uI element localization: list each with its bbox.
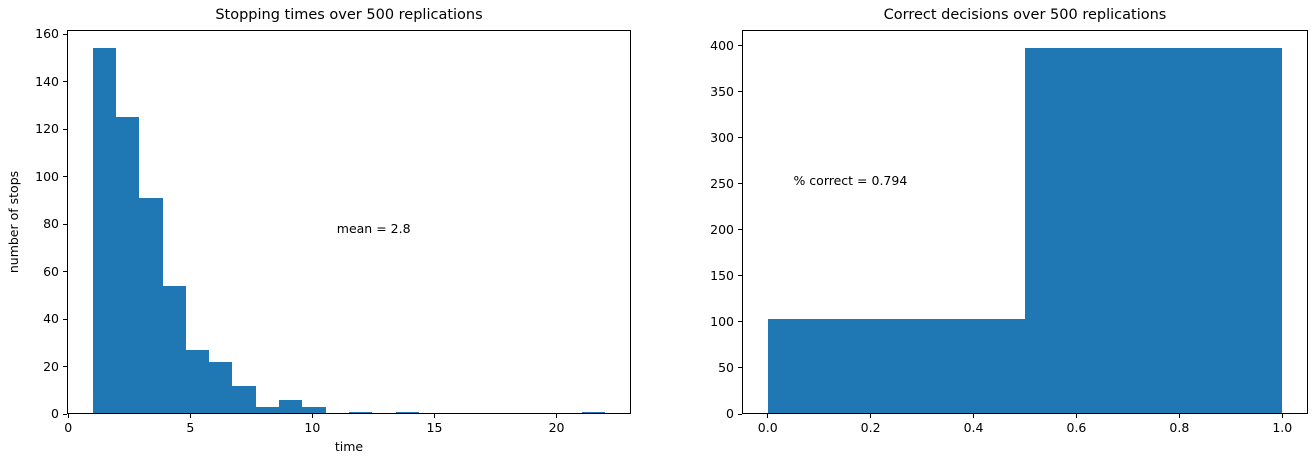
y-tick-mark <box>63 81 67 83</box>
y-tick-mark <box>63 366 67 367</box>
y-tick-label: 0 <box>726 405 734 421</box>
x-tick-mark <box>1281 414 1283 418</box>
axes-spine-right <box>630 30 631 414</box>
y-tick-label: 100 <box>35 168 59 184</box>
x-tick-mark <box>556 414 558 418</box>
y-tick-mark <box>63 413 67 415</box>
percent-correct-annotation: % correct = 0.794 <box>793 172 908 188</box>
x-axis-label: time <box>334 439 364 454</box>
histogram-bar <box>767 319 1025 414</box>
x-tick-label: 15 <box>426 420 443 435</box>
chart-title: Stopping times over 500 replications <box>215 7 483 23</box>
axes-spine-right <box>1307 30 1308 414</box>
chart-title: Correct decisions over 500 replications <box>883 7 1167 23</box>
histogram-bar <box>185 349 210 414</box>
y-tick-mark <box>63 271 67 272</box>
x-tick-label: 10 <box>304 420 321 435</box>
x-tick-mark <box>1178 414 1180 418</box>
y-tick-label: 20 <box>43 358 59 374</box>
y-tick-label: 120 <box>35 120 59 136</box>
x-tick-label: 0.2 <box>860 420 881 435</box>
histogram-bar <box>139 197 163 414</box>
y-tick-mark <box>63 223 67 225</box>
y-tick-mark <box>738 183 742 185</box>
x-tick-mark <box>311 414 313 418</box>
histogram-bar <box>115 117 140 414</box>
x-tick-label: 0.8 <box>1169 420 1190 435</box>
y-tick-label: 350 <box>710 83 734 99</box>
x-tick-label: 0.0 <box>757 420 778 435</box>
x-tick-mark <box>189 414 191 418</box>
y-tick-label: 80 <box>43 215 59 231</box>
histogram-bar <box>209 361 233 414</box>
histogram-bar <box>349 411 373 414</box>
y-tick-label: 60 <box>43 263 59 279</box>
x-tick-label: 0 <box>64 420 73 435</box>
x-tick-mark <box>870 414 872 418</box>
x-tick-label: 5 <box>186 420 195 435</box>
y-tick-mark <box>738 275 742 277</box>
y-tick-mark <box>63 176 67 178</box>
y-tick-mark <box>63 33 67 35</box>
histogram-bar <box>162 285 186 414</box>
y-tick-label: 50 <box>718 359 734 375</box>
x-tick-label: 20 <box>548 420 565 435</box>
histogram-bar <box>232 385 256 414</box>
plot-area: 0.0 0.2 0.4 0.6 0.8 1.0 0 50 100 150 200 250 300 350 4… <box>710 30 1308 434</box>
y-tick-label: 140 <box>35 73 59 89</box>
y-tick-label: 150 <box>710 267 734 283</box>
y-tick-mark <box>738 229 742 231</box>
x-tick-mark <box>767 414 769 418</box>
y-axis-label: number of stops <box>5 170 21 274</box>
x-tick-mark <box>433 414 435 418</box>
histogram-bar <box>92 48 116 414</box>
histogram-bar <box>1025 48 1283 414</box>
y-tick-mark <box>738 367 742 369</box>
y-tick-mark <box>738 45 742 47</box>
y-tick-label: 300 <box>710 129 734 145</box>
y-tick-mark <box>738 91 742 93</box>
y-tick-label: 40 <box>43 310 59 326</box>
y-tick-label: 250 <box>710 175 734 191</box>
axes-spine-bottom <box>742 413 1308 414</box>
y-tick-mark <box>738 137 742 139</box>
histogram-bar <box>302 406 326 414</box>
mean-annotation: mean = 2.8 <box>336 220 411 236</box>
x-tick-mark <box>973 414 975 418</box>
histogram-bar <box>582 411 606 414</box>
y-tick-label: 100 <box>710 313 734 329</box>
y-tick-mark <box>63 128 67 130</box>
y-tick-mark <box>738 413 742 415</box>
x-tick-mark <box>67 414 69 418</box>
histogram-bar <box>279 399 303 414</box>
axes-spine-left <box>742 30 743 414</box>
axes-spine-top <box>67 30 631 31</box>
y-tick-mark <box>738 321 742 323</box>
axes-spine-bottom <box>67 413 631 414</box>
plot-area: 0 5 10 15 20 0 20 40 60 80 100 120 140 160 <box>35 27 631 434</box>
y-tick-mark <box>63 318 67 320</box>
y-tick-label: 200 <box>710 221 734 237</box>
histogram-bar <box>255 406 280 414</box>
histogram-bar <box>395 411 419 414</box>
y-tick-label: 400 <box>710 37 734 53</box>
axes-spine-left <box>67 30 68 414</box>
x-tick-label: 1.0 <box>1272 420 1293 435</box>
x-tick-label: 0.4 <box>963 420 984 435</box>
x-tick-label: 0.6 <box>1066 420 1087 435</box>
axes-spine-top <box>742 30 1308 31</box>
x-tick-mark <box>1075 414 1077 418</box>
y-tick-label: 0 <box>51 405 59 421</box>
y-tick-label: 160 <box>35 25 59 41</box>
